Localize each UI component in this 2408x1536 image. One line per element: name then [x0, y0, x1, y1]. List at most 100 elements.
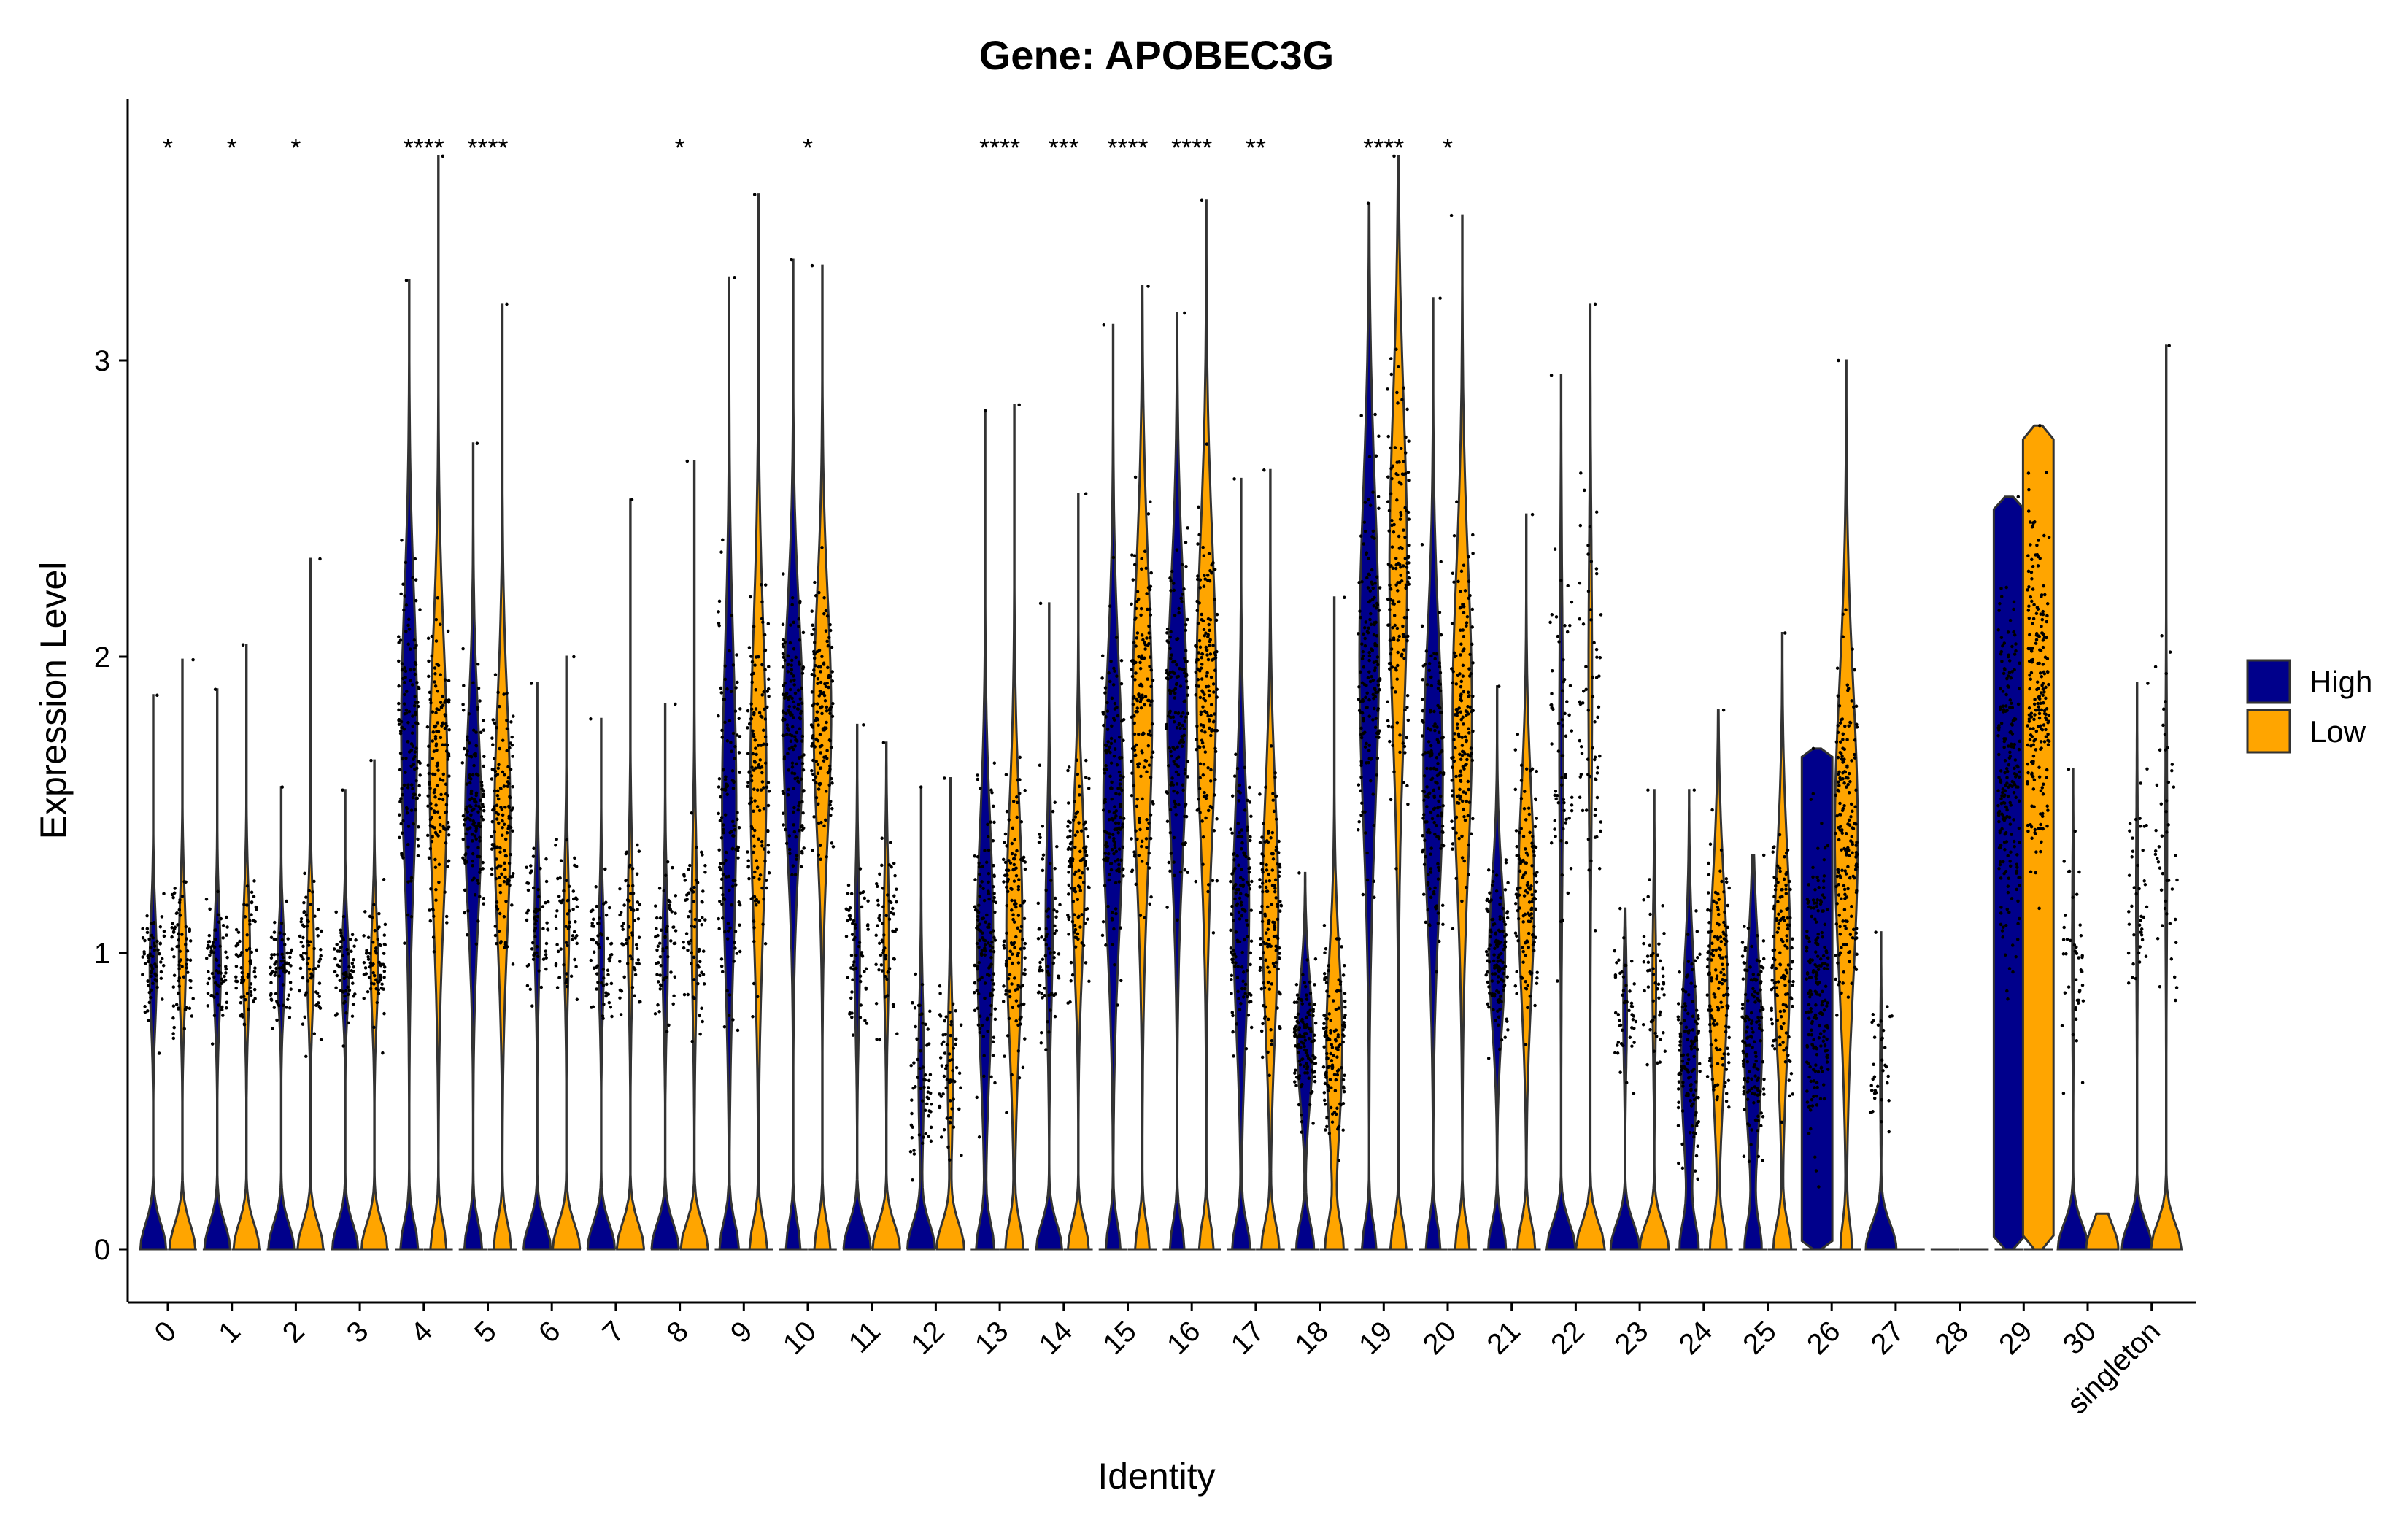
violin-high-27	[1864, 931, 1898, 1251]
violin-high-14	[1035, 602, 1064, 1251]
violin-high-18	[1290, 871, 1320, 1251]
points-high-15	[1100, 323, 1126, 1007]
points-high-6	[525, 682, 550, 1008]
points-high-29	[1996, 495, 2022, 1001]
violin-high-5	[458, 442, 488, 1251]
points-high-8	[653, 702, 678, 1033]
points-low-14	[1066, 492, 1091, 1005]
violin-low-29	[2021, 424, 2055, 1251]
y-tick-label: 3	[94, 345, 110, 377]
violin-low-24	[1704, 709, 1733, 1251]
x-tick-label: 13	[969, 1315, 1015, 1361]
points-low-4	[425, 154, 451, 954]
points-high-18	[1292, 871, 1318, 1134]
chart-title: Gene: APOBEC3G	[979, 32, 1334, 78]
points-low-0	[170, 657, 195, 1041]
points-high-27	[1868, 930, 1894, 1134]
y-axis-title: Expression Level	[33, 562, 74, 840]
x-tick-label: 10	[777, 1315, 823, 1361]
violin-low-12	[935, 777, 965, 1251]
significance-label: **	[1246, 133, 1266, 163]
x-tick-label: 26	[1801, 1315, 1847, 1361]
points-low-7	[618, 498, 642, 1016]
points-high-16	[1165, 311, 1190, 922]
violin-low-18	[1319, 596, 1349, 1251]
violin-low-30	[2085, 1212, 2120, 1251]
violin-high-19	[1354, 202, 1384, 1251]
points-low-25	[1770, 631, 1795, 1124]
x-tick-label: 15	[1097, 1315, 1143, 1361]
points-low-24	[1705, 708, 1731, 1109]
x-tick-label: 18	[1289, 1315, 1335, 1361]
x-tick-label: 2	[277, 1315, 311, 1349]
x-tick-label: 8	[660, 1315, 695, 1349]
points-low-17	[1258, 468, 1284, 1078]
x-tick-label: 19	[1353, 1315, 1399, 1361]
significance-label: *	[163, 133, 173, 163]
points-low-3	[362, 758, 387, 1055]
points-low-29	[2026, 424, 2051, 911]
violin-low-singleton	[2150, 344, 2183, 1251]
x-tick-label: 7	[596, 1315, 630, 1349]
violin-low-26	[1832, 359, 1861, 1251]
violin-high-26	[1800, 747, 1834, 1251]
points-high-14	[1036, 601, 1062, 1051]
violin-high-22	[1545, 374, 1577, 1251]
points-high-24	[1676, 788, 1702, 1181]
points-high-20	[1420, 296, 1446, 974]
y-tick-label: 1	[94, 938, 110, 970]
points-low-15	[1130, 285, 1155, 919]
points-low-22	[1578, 302, 1603, 933]
violin-high-9	[714, 276, 744, 1251]
x-tick-label: 20	[1417, 1315, 1463, 1361]
violin-high-17	[1227, 477, 1256, 1251]
violin-low-13	[1000, 404, 1029, 1251]
points-high-13	[972, 409, 998, 1139]
points-low-8	[682, 459, 707, 1043]
points-high-9	[717, 276, 742, 1033]
violin-high-4	[395, 279, 424, 1251]
significance-label: ****	[1107, 133, 1148, 163]
violin-low-16	[1192, 199, 1221, 1251]
violin-low-1	[231, 644, 261, 1251]
x-tick-label: 6	[533, 1315, 567, 1349]
violin-high-2	[266, 786, 296, 1251]
points-high-0	[141, 693, 166, 1055]
violin-high-singleton	[2120, 682, 2154, 1251]
points-high-1	[204, 687, 229, 1046]
x-tick-label: 12	[905, 1315, 951, 1361]
points-low-5	[490, 302, 515, 966]
violin-high-0	[139, 694, 168, 1251]
violin-low-19	[1384, 155, 1413, 1251]
points-high-21	[1484, 684, 1510, 1060]
points-low-12	[938, 776, 963, 1162]
points-high-singleton	[2126, 682, 2150, 985]
points-low-19	[1386, 154, 1411, 871]
points-high-5	[460, 441, 486, 946]
significance-label: ****	[979, 133, 1020, 163]
violin-low-9	[744, 193, 773, 1251]
points-high-4	[397, 279, 422, 945]
points-high-10	[781, 258, 806, 877]
points-high-23	[1613, 906, 1638, 1095]
points-high-2	[269, 785, 293, 1030]
x-tick-label: 23	[1609, 1315, 1655, 1361]
x-tick-label: 17	[1225, 1315, 1271, 1361]
x-tick-label: 4	[404, 1315, 439, 1349]
violin-low-8	[679, 460, 709, 1251]
significance-label: *	[1443, 133, 1453, 163]
significance-label: ****	[404, 133, 444, 163]
y-tick-label: 2	[94, 641, 110, 674]
x-tick-label: 24	[1673, 1315, 1719, 1361]
points-low-singleton	[2153, 344, 2179, 1003]
points-high-19	[1357, 201, 1382, 900]
points-low-9	[746, 193, 771, 1019]
points-low-23	[1641, 788, 1667, 1067]
points-low-1	[234, 643, 259, 1027]
x-tick-label: 25	[1737, 1315, 1783, 1361]
violin-high-15	[1098, 323, 1128, 1251]
violin-high-3	[331, 789, 360, 1251]
points-high-25	[1740, 853, 1766, 1164]
